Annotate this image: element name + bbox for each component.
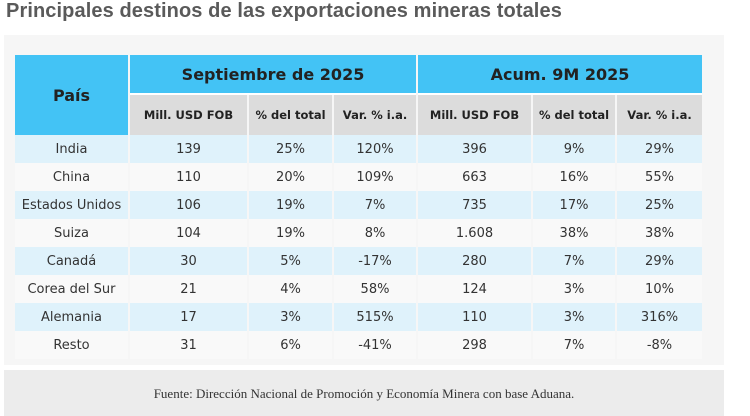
table-row: China 110 20% 109% 663 16% 55% [15, 163, 702, 191]
value-cell: 139 [130, 135, 247, 163]
value-cell: 16% [533, 163, 615, 191]
value-cell: 20% [249, 163, 332, 191]
value-cell: 19% [249, 191, 332, 219]
subheader-sep-share: % del total [249, 95, 332, 135]
source-note: Fuente: Dirección Nacional de Promoción … [153, 386, 575, 401]
footer: Fuente: Dirección Nacional de Promoción … [4, 370, 724, 416]
value-cell: 3% [533, 303, 615, 331]
subheader-sep-var: Var. % i.a. [334, 95, 416, 135]
value-cell: 3% [249, 303, 332, 331]
value-cell: 4% [249, 275, 332, 303]
value-cell: 25% [617, 191, 702, 219]
value-cell: 396 [418, 135, 531, 163]
table-row: Resto 31 6% -41% 298 7% -8% [15, 331, 702, 359]
value-cell: 9% [533, 135, 615, 163]
value-cell: 58% [334, 275, 416, 303]
value-cell: 6% [249, 331, 332, 359]
value-cell: 29% [617, 247, 702, 275]
country-cell: India [15, 135, 128, 163]
header-country: País [15, 55, 128, 135]
value-cell: 25% [249, 135, 332, 163]
value-cell: -41% [334, 331, 416, 359]
value-cell: 109% [334, 163, 416, 191]
country-cell: Alemania [15, 303, 128, 331]
value-cell: 17% [533, 191, 615, 219]
subheader-acc-share: % del total [533, 95, 615, 135]
table-row: Corea del Sur 21 4% 58% 124 3% 10% [15, 275, 702, 303]
value-cell: 735 [418, 191, 531, 219]
value-cell: 19% [249, 219, 332, 247]
table-row: Suiza 104 19% 8% 1.608 38% 38% [15, 219, 702, 247]
value-cell: 17 [130, 303, 247, 331]
value-cell: 316% [617, 303, 702, 331]
value-cell: 7% [533, 331, 615, 359]
value-cell: 3% [533, 275, 615, 303]
value-cell: 8% [334, 219, 416, 247]
value-cell: -17% [334, 247, 416, 275]
value-cell: 110 [130, 163, 247, 191]
value-cell: 5% [249, 247, 332, 275]
subheader-acc-var: Var. % i.a. [617, 95, 702, 135]
header-group-september: Septiembre de 2025 [130, 55, 416, 95]
value-cell: 7% [334, 191, 416, 219]
value-cell: 298 [418, 331, 531, 359]
value-cell: 104 [130, 219, 247, 247]
value-cell: 21 [130, 275, 247, 303]
value-cell: 30 [130, 247, 247, 275]
country-cell: Canadá [15, 247, 128, 275]
subheader-sep-usd: Mill. USD FOB [130, 95, 247, 135]
value-cell: 7% [533, 247, 615, 275]
table-row: Estados Unidos 106 19% 7% 735 17% 25% [15, 191, 702, 219]
value-cell: 38% [617, 219, 702, 247]
table-row: India 139 25% 120% 396 9% 29% [15, 135, 702, 163]
page-title: Principales destinos de las exportacione… [6, 0, 562, 22]
value-cell: 10% [617, 275, 702, 303]
header-group-accumulated: Acum. 9M 2025 [418, 55, 702, 95]
value-cell: -8% [617, 331, 702, 359]
table-row: Canadá 30 5% -17% 280 7% 29% [15, 247, 702, 275]
value-cell: 29% [617, 135, 702, 163]
value-cell: 515% [334, 303, 416, 331]
value-cell: 55% [617, 163, 702, 191]
country-cell: Suiza [15, 219, 128, 247]
value-cell: 1.608 [418, 219, 531, 247]
value-cell: 31 [130, 331, 247, 359]
subheader-acc-usd: Mill. USD FOB [418, 95, 531, 135]
value-cell: 38% [533, 219, 615, 247]
value-cell: 280 [418, 247, 531, 275]
country-cell: Corea del Sur [15, 275, 128, 303]
value-cell: 120% [334, 135, 416, 163]
value-cell: 124 [418, 275, 531, 303]
exports-table: País Septiembre de 2025 Acum. 9M 2025 Mi… [13, 55, 704, 359]
value-cell: 663 [418, 163, 531, 191]
country-cell: China [15, 163, 128, 191]
country-cell: Estados Unidos [15, 191, 128, 219]
value-cell: 110 [418, 303, 531, 331]
value-cell: 106 [130, 191, 247, 219]
country-cell: Resto [15, 331, 128, 359]
table-row: Alemania 17 3% 515% 110 3% 316% [15, 303, 702, 331]
